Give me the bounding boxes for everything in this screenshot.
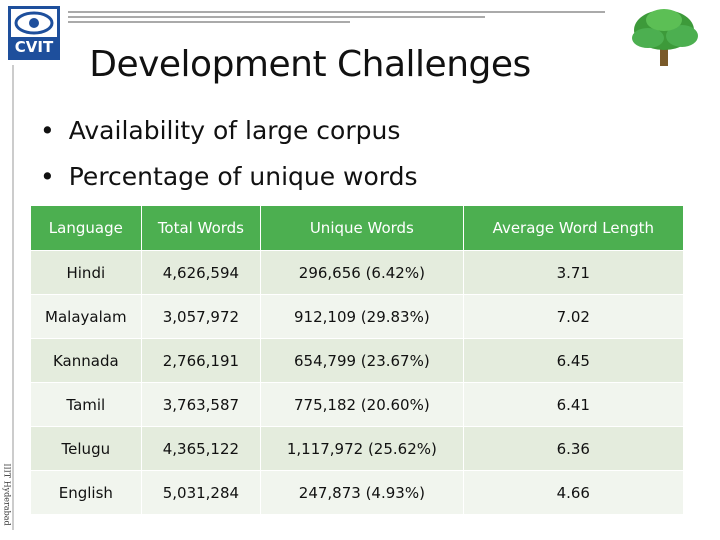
logo-pupil [29, 18, 39, 28]
table-cell: 3,763,587 [140, 382, 262, 427]
table-cell: 775,182 (20.60%) [260, 382, 464, 427]
header-cell: Unique Words [260, 205, 464, 251]
logo-text: CVIT [14, 38, 54, 56]
table-cell: Tamil [30, 382, 142, 427]
table-row: Kannada 2,766,191 654,799 (23.67%) 6.45 [30, 338, 685, 383]
header-cell: Language [30, 205, 142, 251]
table-cell: Hindi [30, 250, 142, 295]
table-cell: Telugu [30, 426, 142, 471]
table-cell: 654,799 (23.67%) [260, 338, 464, 383]
table-cell: 912,109 (29.83%) [260, 294, 464, 339]
data-table: Language Total Words Unique Words Average W… [30, 205, 685, 515]
tree-icon [632, 9, 698, 66]
table-cell: Kannada [30, 338, 142, 383]
table-cell: 3,057,972 [140, 294, 262, 339]
bullet-list: Availability of large corpusPercentage o… [40, 112, 418, 204]
header-cell: Total Words [140, 205, 262, 251]
table-cell: 4,365,122 [140, 426, 262, 471]
logo-eye [14, 11, 54, 35]
table-cell: 1,117,972 (25.62%) [260, 426, 464, 471]
table-cell: 247,873 (4.93%) [260, 470, 464, 515]
header-cell: Average Word Length [462, 205, 685, 251]
bullet: Availability of large corpus [40, 112, 418, 158]
table-row: English 5,031,284 247,873 (4.93%) 4.66 [30, 470, 685, 515]
table-cell: 5,031,284 [140, 470, 262, 515]
table-cell: 4.66 [462, 470, 685, 515]
header-row: Language Total Words Unique Words Average W… [30, 205, 685, 251]
side-text: IIIT Hyderabad [2, 463, 12, 526]
table-cell: 2,766,191 [140, 338, 262, 383]
table-row: Telugu 4,365,122 1,117,972 (25.62%) 6.36 [30, 426, 685, 471]
table-cell: 3.71 [462, 250, 685, 295]
table-cell: 6.36 [462, 426, 685, 471]
table-cell: 7.02 [462, 294, 685, 339]
table-cell: Malayalam [30, 294, 142, 339]
table-row: Hindi 4,626,594 296,656 (6.42%) 3.71 [30, 250, 685, 295]
table-cell: English [30, 470, 142, 515]
table-cell: 6.41 [462, 382, 685, 427]
table-cell: 4,626,594 [140, 250, 262, 295]
bullet: Percentage of unique words [40, 158, 418, 204]
slide-title: Development Challenges [89, 44, 531, 85]
table-row: Malayalam 3,057,972 912,109 (29.83%) 7.02 [30, 294, 685, 339]
table-cell: 6.45 [462, 338, 685, 383]
table-cell: 296,656 (6.42%) [260, 250, 464, 295]
table-row: Tamil 3,763,587 775,182 (20.60%) 6.41 [30, 382, 685, 427]
